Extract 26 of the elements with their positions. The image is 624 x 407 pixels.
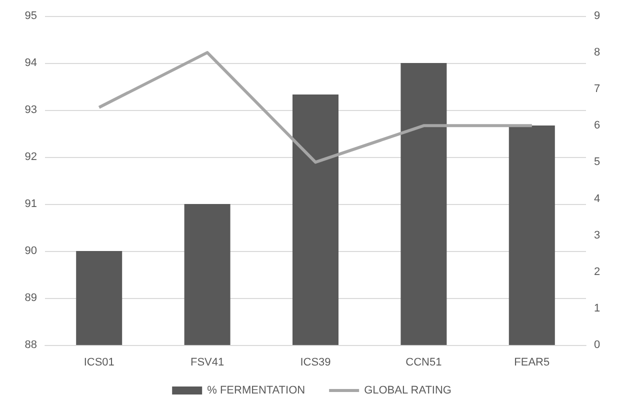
y2-tick-label: 4 — [594, 192, 600, 205]
x-tick-label: ICS01 — [84, 356, 114, 368]
y-tick-label: 89 — [24, 292, 37, 304]
y-tick-label: 91 — [24, 198, 37, 210]
y2-tick-label: 3 — [594, 229, 600, 242]
y2-tick-label: 6 — [594, 120, 600, 132]
y-tick-label: 90 — [24, 245, 37, 257]
y2-tick-label: 5 — [594, 156, 600, 168]
legend-label: % FERMENTATION — [207, 384, 306, 396]
y-tick-label: 88 — [24, 339, 37, 351]
y-tick-label: 94 — [24, 57, 37, 69]
y2-tick-label: 0 — [594, 339, 600, 351]
y2-tick-label: 2 — [594, 266, 600, 278]
line-series — [98, 51, 534, 164]
x-tick-label: FSV41 — [190, 356, 224, 368]
y2-tick-label: 9 — [594, 10, 600, 22]
y-tick-label: 95 — [24, 10, 37, 22]
x-tick-label: ICS39 — [300, 356, 331, 368]
y-tick-label: 92 — [24, 151, 37, 163]
y2-tick-label: 1 — [594, 302, 600, 314]
y-tick-label: 93 — [24, 104, 37, 116]
y2-tick-label: 7 — [594, 83, 600, 96]
x-tick-label: FEAR5 — [514, 356, 550, 368]
x-tick-label: CCN51 — [406, 356, 442, 368]
legend-label: GLOBAL RATING — [364, 384, 452, 396]
y2-tick-label: 8 — [594, 46, 600, 59]
